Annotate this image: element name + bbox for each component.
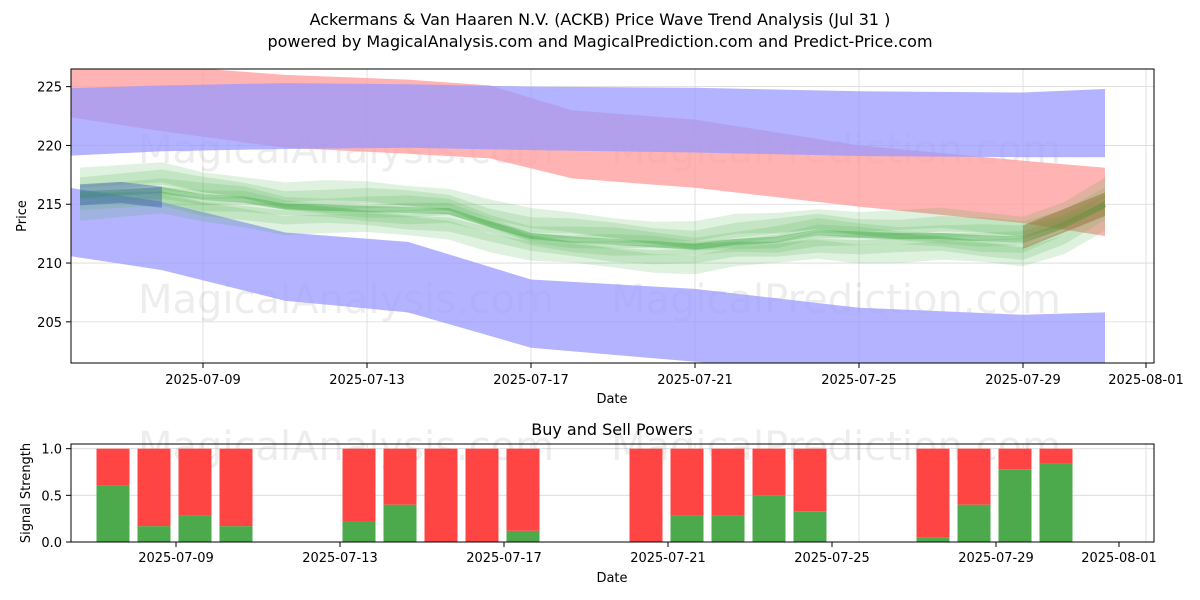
price-band-blue-2 xyxy=(71,187,1105,363)
price-y-ticks: 205 210 215 220 225 xyxy=(37,81,71,331)
signal-y-tick-label-1: 0.5 xyxy=(41,489,62,504)
buy-bar-2025-07-22 xyxy=(670,515,704,542)
signal-panel: Buy and Sell Powers MagicalAnalysis.com … xyxy=(19,420,1157,586)
buy-bar-2025-07-30 xyxy=(998,469,1032,542)
signal-y-ticks: 0.0 0.5 1.0 xyxy=(41,443,71,551)
price-wave-ribbon-6 xyxy=(80,169,1105,246)
signal-y-label: Signal Strength xyxy=(19,443,34,543)
signal-x-tick-label-6: 2025-08-01 xyxy=(1081,551,1157,566)
sell-bar-2025-07-16 xyxy=(424,448,458,542)
signal-title: Buy and Sell Powers xyxy=(531,420,693,439)
price-wave-ribbon-5 xyxy=(80,178,1105,250)
sell-bar-2025-07-15 xyxy=(383,448,417,505)
sell-bar-2025-07-29 xyxy=(957,448,991,505)
sell-bar-2025-07-23 xyxy=(711,448,745,516)
price-y-tick-label-1: 210 xyxy=(37,257,62,272)
sell-bar-2025-07-22 xyxy=(670,448,704,516)
buy-bar-2025-07-28 xyxy=(916,537,950,542)
price-y-tick-label-3: 220 xyxy=(37,139,62,154)
buy-bar-2025-07-25 xyxy=(793,511,827,542)
chart-title: Ackermans & Van Haaren N.V. (ACKB) Price… xyxy=(310,10,891,29)
price-waves xyxy=(79,162,1107,275)
price-wave-ribbon-2 xyxy=(80,191,1105,256)
buy-bar-2025-07-24 xyxy=(752,495,786,542)
price-wave-ribbon-7 xyxy=(80,162,1105,242)
price-wave-start xyxy=(80,181,162,208)
price-x-tick-label-4: 2025-07-25 xyxy=(821,373,897,388)
price-x-tick-label-3: 2025-07-21 xyxy=(657,373,733,388)
signal-x-tick-label-1: 2025-07-13 xyxy=(302,551,378,566)
price-wave-ribbon-0 xyxy=(80,194,1105,275)
signal-x-tick-label-4: 2025-07-25 xyxy=(794,551,870,566)
signal-x-ticks: 2025-07-09 2025-07-13 2025-07-17 2025-07-21… xyxy=(138,542,1157,566)
price-x-tick-label-5: 2025-07-29 xyxy=(985,373,1061,388)
signal-plot-frame xyxy=(70,443,1155,543)
sell-bar-2025-07-18 xyxy=(506,448,540,531)
price-wave-tail xyxy=(1023,192,1105,249)
sell-bar-2025-07-11 xyxy=(219,448,253,527)
price-y-tick-label-4: 225 xyxy=(37,81,62,96)
sell-bar-2025-07-28 xyxy=(916,448,950,538)
price-y-tick-label-2: 215 xyxy=(37,198,62,213)
price-y-tick-label-0: 205 xyxy=(37,316,62,331)
price-x-tick-label-6: 2025-08-01 xyxy=(1108,373,1184,388)
sell-bar-2025-07-31 xyxy=(1039,448,1073,464)
price-plot-frame xyxy=(70,68,1155,364)
buy-bar-2025-07-10 xyxy=(178,515,212,542)
price-wave-ribbon-3 xyxy=(80,191,1105,251)
price-x-tick-label-1: 2025-07-13 xyxy=(329,373,405,388)
sell-bar-2025-07-25 xyxy=(793,448,827,512)
buy-bar-2025-07-09 xyxy=(137,526,171,542)
signal-bars xyxy=(96,448,1073,542)
sell-bar-2025-07-24 xyxy=(752,448,786,496)
price-x-label: Date xyxy=(596,392,627,407)
price-band-blue-1 xyxy=(71,83,1105,158)
price-x-ticks: 2025-07-09 2025-07-13 2025-07-17 2025-07-21… xyxy=(165,363,1184,388)
signal-x-tick-label-5: 2025-07-29 xyxy=(958,551,1034,566)
price-bands xyxy=(71,69,1105,363)
sell-bar-2025-07-09 xyxy=(137,448,171,527)
signal-x-label: Date xyxy=(596,571,627,586)
signal-x-tick-label-3: 2025-07-21 xyxy=(630,551,706,566)
sell-bar-2025-07-14 xyxy=(342,448,376,522)
signal-y-tick-label-0: 0.0 xyxy=(41,536,62,551)
sell-bar-2025-07-17 xyxy=(465,448,499,542)
sell-bar-2025-07-08 xyxy=(96,448,130,486)
price-wave-ribbon-4 xyxy=(80,186,1105,250)
signal-x-tick-label-2: 2025-07-17 xyxy=(466,551,542,566)
sell-bar-2025-07-21 xyxy=(629,448,663,542)
price-wave-core xyxy=(79,187,1107,250)
sell-bar-2025-07-30 xyxy=(998,448,1032,470)
buy-bar-2025-07-15 xyxy=(383,504,417,542)
price-y-label: Price xyxy=(15,200,30,232)
buy-bar-2025-07-31 xyxy=(1039,463,1073,542)
sell-bar-2025-07-10 xyxy=(178,448,212,516)
price-x-tick-label-2: 2025-07-17 xyxy=(493,373,569,388)
price-wave-ribbon-1 xyxy=(80,191,1105,265)
buy-bar-2025-07-18 xyxy=(506,530,540,542)
chart-subtitle: powered by MagicalAnalysis.com and Magic… xyxy=(267,32,932,51)
price-panel: MagicalAnalysis.com MagicalPrediction.co… xyxy=(15,68,1184,407)
buy-bar-2025-07-29 xyxy=(957,504,991,542)
buy-bar-2025-07-23 xyxy=(711,515,745,542)
buy-bar-2025-07-08 xyxy=(96,485,130,542)
signal-x-tick-label-0: 2025-07-09 xyxy=(138,551,214,566)
price-x-tick-label-0: 2025-07-09 xyxy=(165,373,241,388)
buy-bar-2025-07-11 xyxy=(219,526,253,542)
signal-y-tick-label-2: 1.0 xyxy=(41,443,62,458)
buy-bar-2025-07-14 xyxy=(342,521,376,542)
